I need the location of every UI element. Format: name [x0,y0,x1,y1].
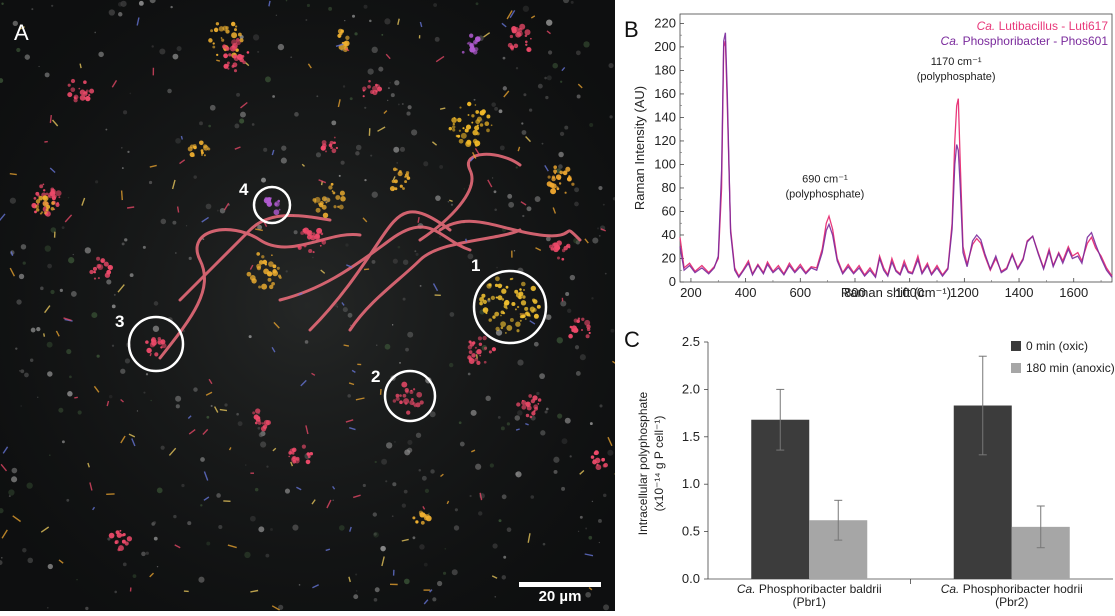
y-axis-label: Raman Intensity (AU) [632,86,647,210]
category-label-1: Ca. Phosphoribacter baldrii [737,582,882,596]
y-axis-label-line2: (x10⁻¹⁴ g P cell⁻¹) [652,416,666,512]
y-tick-label: 0.0 [682,571,700,586]
x-tick-label: 1400 [1005,285,1034,300]
y-tick-label: 60 [662,203,676,218]
peak-annotation-2-label: (polyphosphate) [917,71,996,83]
legend-swatch-2 [1011,363,1021,373]
legend-label-2: 180 min (anoxic) [1026,361,1115,375]
x-tick-label: 1600 [1059,285,1088,300]
micrograph-image [0,0,615,611]
x-tick-label: 200 [680,285,702,300]
polyphosphate-bar-chart: 0.0 0.5 1.0 1.5 2.0 2.5 Intracellular polyphos… [620,300,1115,611]
peak-annotation-1-wavenumber: 690 cm⁻¹ [802,173,848,185]
x-tick-label: 600 [789,285,811,300]
y-tick-label: 1.5 [682,429,700,444]
x-axis-label: Raman shift (cm⁻¹) [841,285,951,300]
y-tick-label: 100 [654,156,676,171]
panel-letter-a: A [14,20,29,46]
y-tick-label: 220 [654,15,676,30]
y-tick-label: 0.5 [682,524,700,539]
y-tick-label: 0 [669,274,676,289]
plot-frame [680,14,1112,282]
category-sublabel-2: (Pbr2) [995,595,1028,609]
panel-letter-c: C [624,327,640,353]
y-tick-label: 120 [654,133,676,148]
scale-bar-label: 20 µm [519,588,601,605]
scale-bar [519,582,601,587]
legend-label-1: 0 min (oxic) [1026,339,1088,353]
y-tick-label: 1.0 [682,476,700,491]
legend-entry-2: Ca. Phosphoribacter - Phos601 [941,34,1109,48]
y-tick-label: 80 [662,180,676,195]
spectrum-line-2 [680,33,1112,277]
category-sublabel-1: (Pbr1) [793,595,826,609]
x-tick-label: 400 [735,285,757,300]
annotation-label-4: 4 [239,180,248,200]
y-tick-label: 140 [654,109,676,124]
annotation-label-1: 1 [471,256,480,276]
y-tick-label: 180 [654,62,676,77]
y-tick-label: 200 [654,39,676,54]
category-label-2: Ca. Phosphoribacter hodrii [941,582,1083,596]
polyphosphate-bar-panel: C 0.0 0.5 1.0 1.5 2.0 2.5 Intracellular polyph… [620,300,1115,611]
y-axis-label-line1: Intracellular polyphosphate [636,391,650,535]
legend-swatch-1 [1011,341,1021,351]
peak-annotation-2-wavenumber: 1170 cm⁻¹ [931,56,982,68]
peak-annotation-1-label: (polyphosphate) [785,188,864,200]
legend-entry-1: Ca. Lutibacillus - Luti617 [977,19,1109,33]
y-tick-label: 40 [662,227,676,242]
annotation-label-2: 2 [371,367,380,387]
y-tick-label: 2.0 [682,381,700,396]
y-tick-label: 20 [662,250,676,265]
y-tick-label: 2.5 [682,334,700,349]
spectrum-line-1 [680,41,1112,276]
annotation-label-3: 3 [115,312,124,332]
panel-letter-b: B [624,17,639,43]
y-tick-label: 160 [654,86,676,101]
raman-spectrum-panel: B 0 20 40 60 80 100 120 140 160 180 200 220 200 400 60… [620,0,1115,300]
micrograph-panel: A 1 2 3 4 20 µm [0,0,615,611]
x-tick-label: 1200 [950,285,979,300]
